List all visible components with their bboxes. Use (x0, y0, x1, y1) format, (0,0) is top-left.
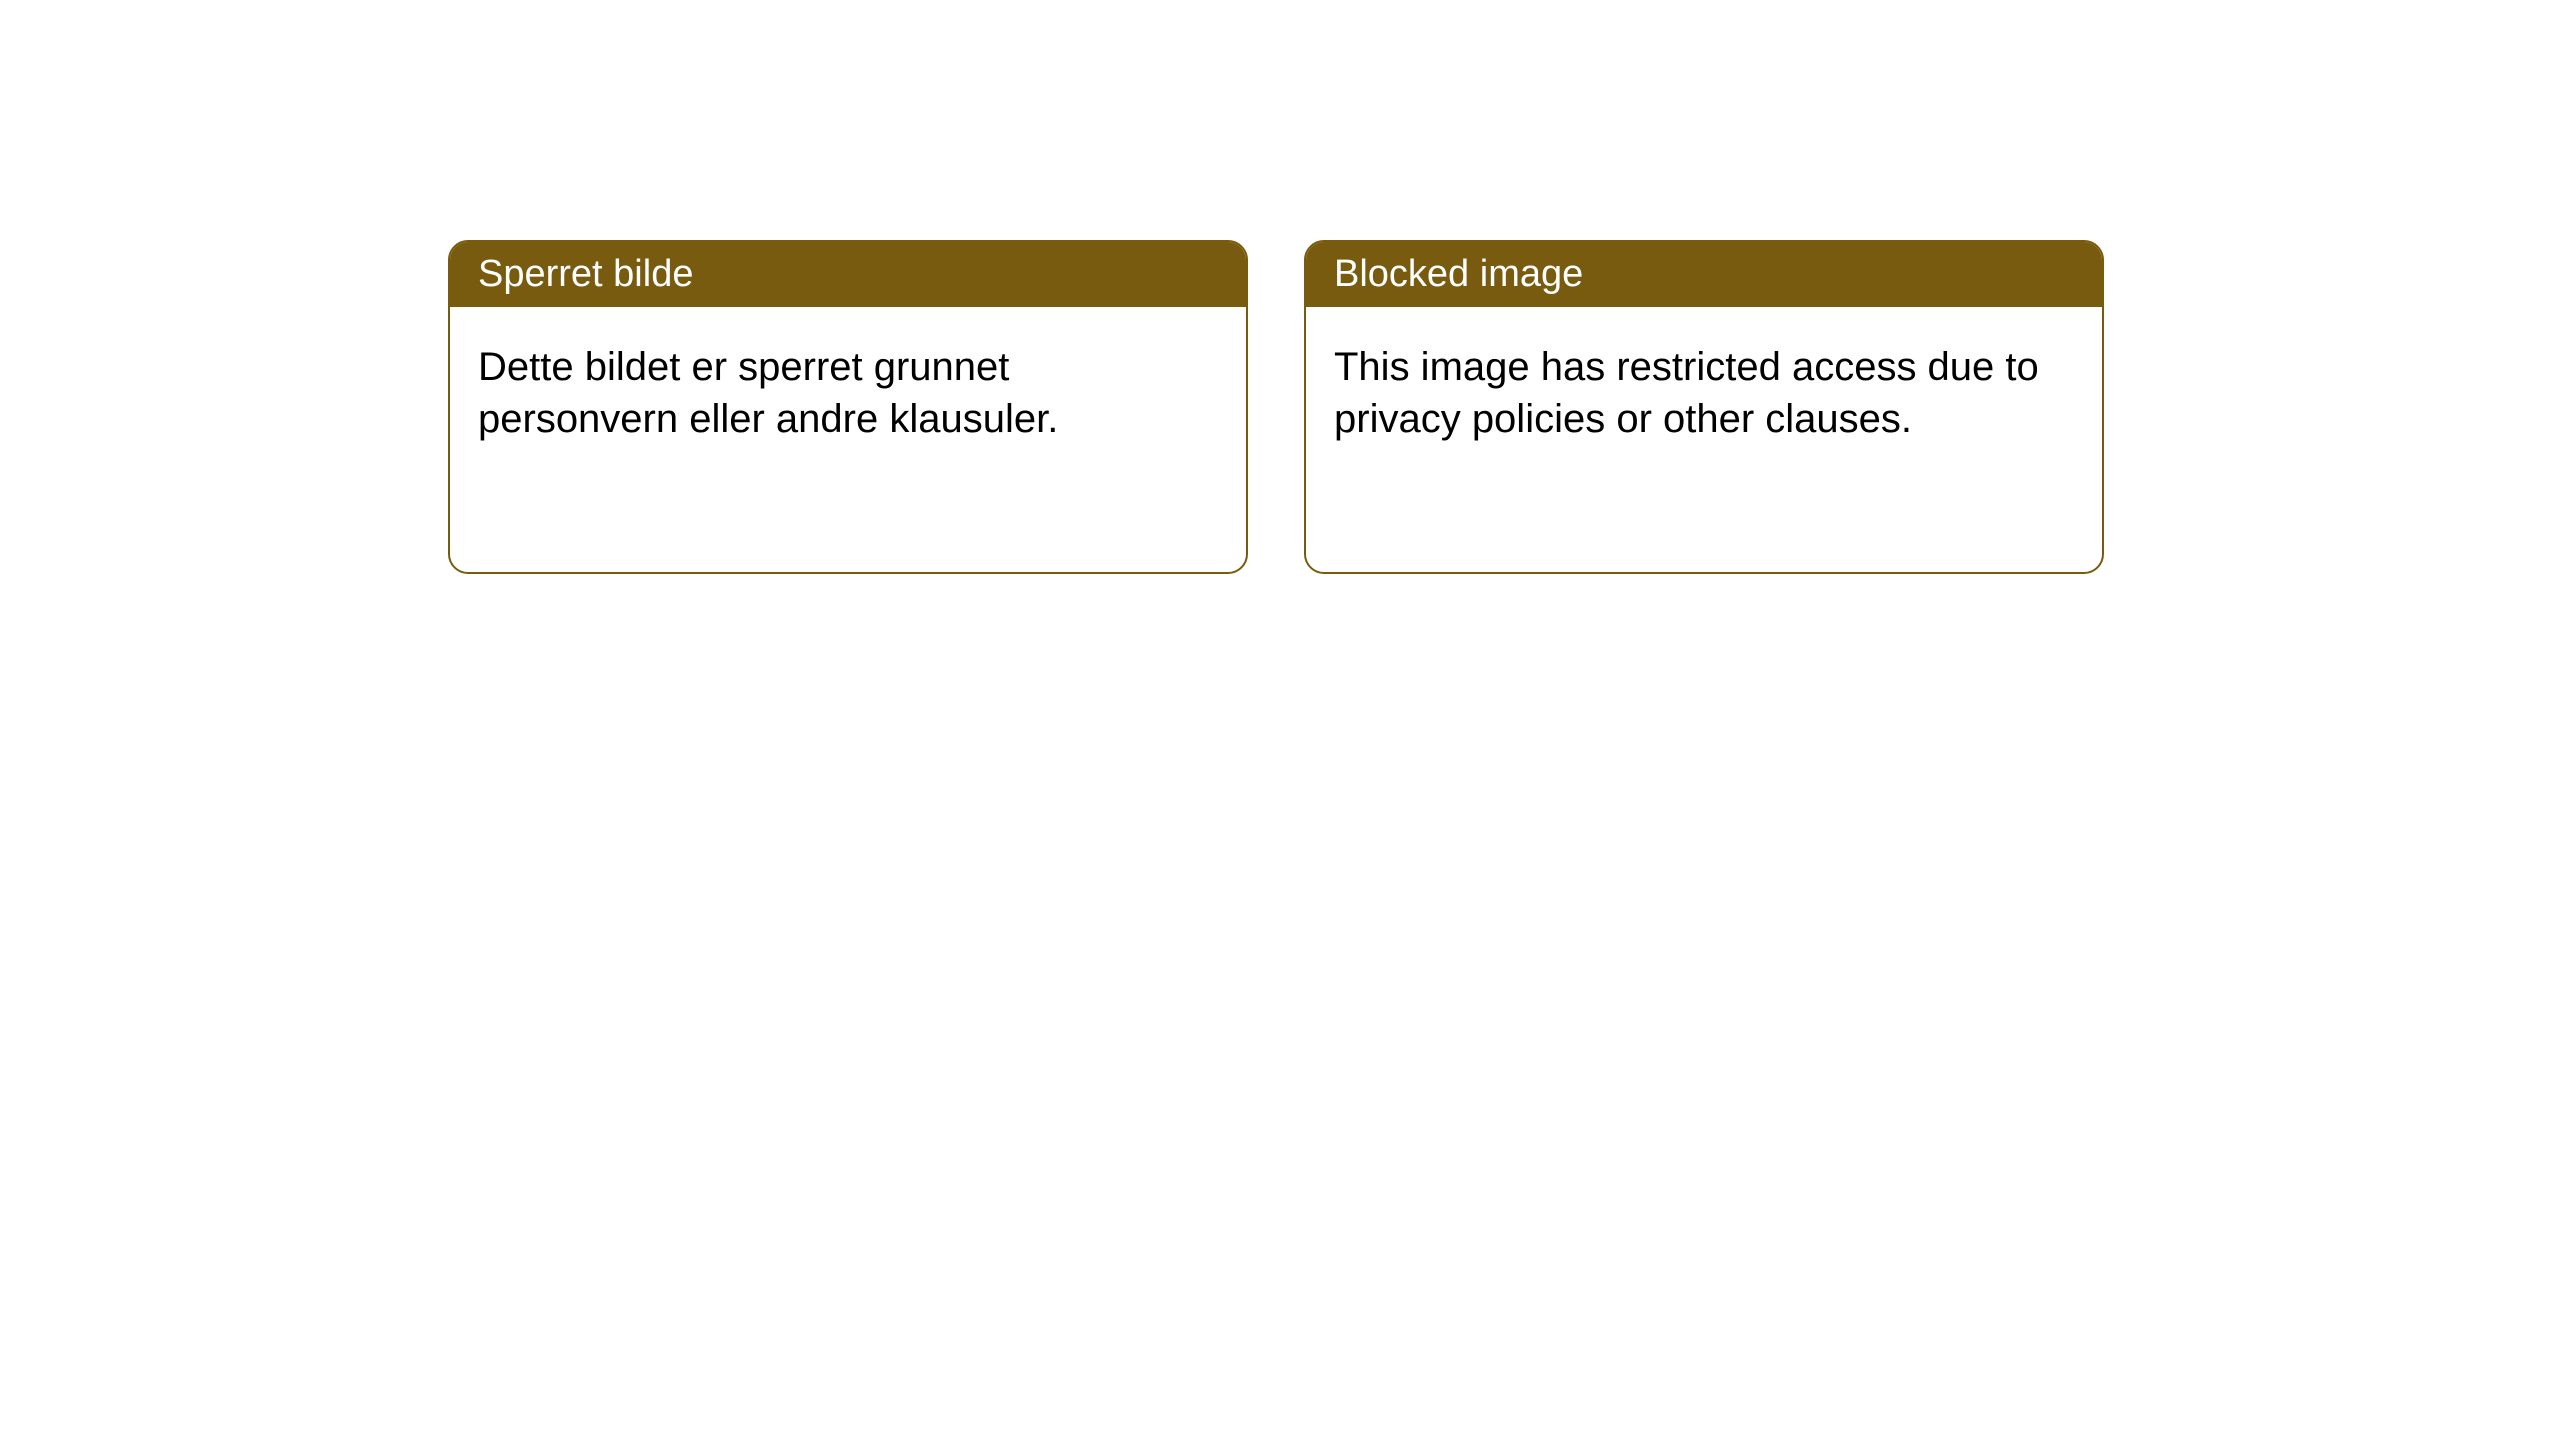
notice-title-english: Blocked image (1306, 242, 2102, 307)
notice-body-english: This image has restricted access due to … (1306, 307, 2102, 479)
notice-body-norwegian: Dette bildet er sperret grunnet personve… (450, 307, 1246, 479)
notice-title-norwegian: Sperret bilde (450, 242, 1246, 307)
notice-card-english: Blocked image This image has restricted … (1304, 240, 2104, 574)
notice-container: Sperret bilde Dette bildet er sperret gr… (0, 0, 2560, 574)
notice-card-norwegian: Sperret bilde Dette bildet er sperret gr… (448, 240, 1248, 574)
